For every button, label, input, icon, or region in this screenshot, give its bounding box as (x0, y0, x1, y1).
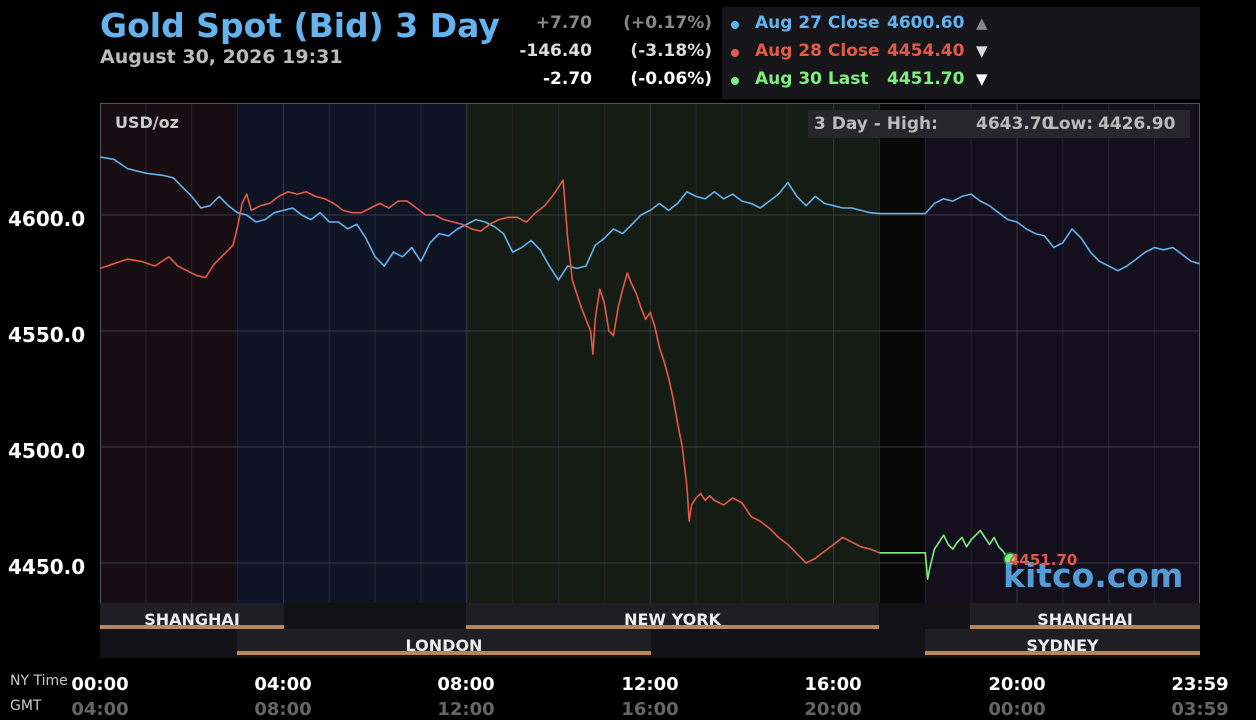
shanghai-right-bar (970, 625, 1200, 629)
y-tick-label: 4600.0 (8, 207, 86, 231)
arrow-down-icon: ▼ (976, 42, 988, 60)
session-sydney: SYDNEY (1026, 636, 1099, 655)
series-line-0 (99, 156, 1200, 281)
price-lines (99, 156, 1200, 580)
legend-label: Aug 27 Close (755, 13, 880, 33)
london-bar (237, 651, 651, 655)
new-york-bar (466, 625, 879, 629)
low-value: 4426.90 (1098, 114, 1176, 134)
legend-percent: (+0.17%) (623, 13, 712, 33)
x-tick-gmt: 04:00 (71, 699, 129, 720)
legend-label: Aug 28 Close (755, 41, 880, 61)
legend-change: -2.70 (543, 69, 592, 89)
series-dot-icon (731, 49, 739, 57)
x-tick-gmt: 00:00 (988, 699, 1046, 720)
shanghai-left-bar (100, 625, 284, 629)
x-tick-ny: 12:00 (621, 674, 679, 695)
series-dot-icon (731, 77, 739, 85)
shanghai-right-bg (970, 603, 1200, 625)
band-london (237, 103, 467, 658)
band-new-york (466, 103, 880, 658)
x-tick-ny: 00:00 (71, 674, 129, 695)
y-tick-label: 4450.0 (8, 555, 86, 579)
last-price-marker (1003, 552, 1017, 566)
session-london: LONDON (405, 636, 483, 655)
series-dot-icon (731, 21, 739, 29)
x-tick-ny: 04:00 (254, 674, 312, 695)
london-bg (237, 629, 651, 651)
high-label: 3 Day - High: (814, 114, 938, 134)
band-shanghai (100, 103, 238, 658)
x-tick-gmt: 20:00 (804, 699, 862, 720)
x-tick-ny: 08:00 (437, 674, 495, 695)
legend-change: +7.70 (535, 13, 592, 33)
legend-value: 4600.60 (887, 13, 965, 33)
y-tick-label: 4550.0 (8, 323, 86, 347)
session-shanghai-right: SHANGHAI (1037, 610, 1133, 629)
sydney-bg (925, 629, 1200, 651)
session-new-york: NEW YORK (624, 610, 721, 629)
ny-time-caption: NY Time (10, 673, 68, 689)
sydney-bar (925, 651, 1200, 655)
page-title: Gold Spot (Bid) 3 Day (100, 6, 500, 45)
x-tick-gmt: 16:00 (621, 699, 679, 720)
gmt-caption: GMT (10, 698, 42, 714)
x-tick-ny: 23:59 (1171, 674, 1229, 695)
x-tick-gmt: 12:00 (437, 699, 495, 720)
legend-value: 4454.40 (887, 41, 965, 61)
grid-lines (100, 103, 1200, 658)
x-tick-gmt: 08:00 (254, 699, 312, 720)
legend-label: Aug 30 Last (755, 69, 869, 89)
kitco-logo: kitco.com (1003, 556, 1184, 595)
series-line-1 (99, 179, 880, 564)
legend-change: -146.40 (519, 41, 592, 61)
unit-label: USD/oz (115, 113, 179, 132)
x-tick-gmt: 03:59 (1171, 699, 1229, 720)
arrow-up-icon: ▲ (976, 14, 988, 32)
band-closed (879, 103, 926, 658)
x-tick-ny: 20:00 (988, 674, 1046, 695)
shanghai-left-bg (100, 603, 284, 625)
timestamp: August 30, 2026 19:31 (100, 46, 343, 68)
x-tick-ny: 16:00 (804, 674, 862, 695)
last-price-label: 4451.70 (1009, 551, 1078, 569)
legend-value: 4451.70 (887, 69, 965, 89)
session-shanghai-left: SHANGHAI (144, 610, 240, 629)
high-value: 4643.70 (976, 114, 1054, 134)
legend: Aug 27 Close 4600.60 ▲ +7.70 (+0.17%) Au… (519, 7, 1200, 99)
high-low-box: 3 Day - High: 4643.70 Low: 4426.90 (808, 110, 1190, 138)
low-label: Low: (1048, 114, 1094, 134)
y-tick-label: 4500.0 (8, 439, 86, 463)
new-york-bg (466, 603, 879, 625)
session-bars (100, 603, 1200, 658)
legend-percent: (-3.18%) (630, 41, 712, 61)
legend-percent: (-0.06%) (630, 69, 712, 89)
arrow-down-icon: ▼ (976, 70, 988, 88)
series-line-2 (879, 529, 1011, 580)
